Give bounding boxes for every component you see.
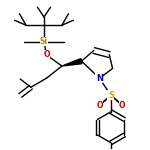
- Text: Si: Si: [40, 37, 48, 46]
- Polygon shape: [62, 59, 82, 66]
- Text: O: O: [96, 101, 103, 110]
- Text: O: O: [43, 50, 50, 59]
- Text: N: N: [96, 74, 103, 83]
- Text: S: S: [108, 91, 114, 100]
- Text: O: O: [119, 101, 126, 110]
